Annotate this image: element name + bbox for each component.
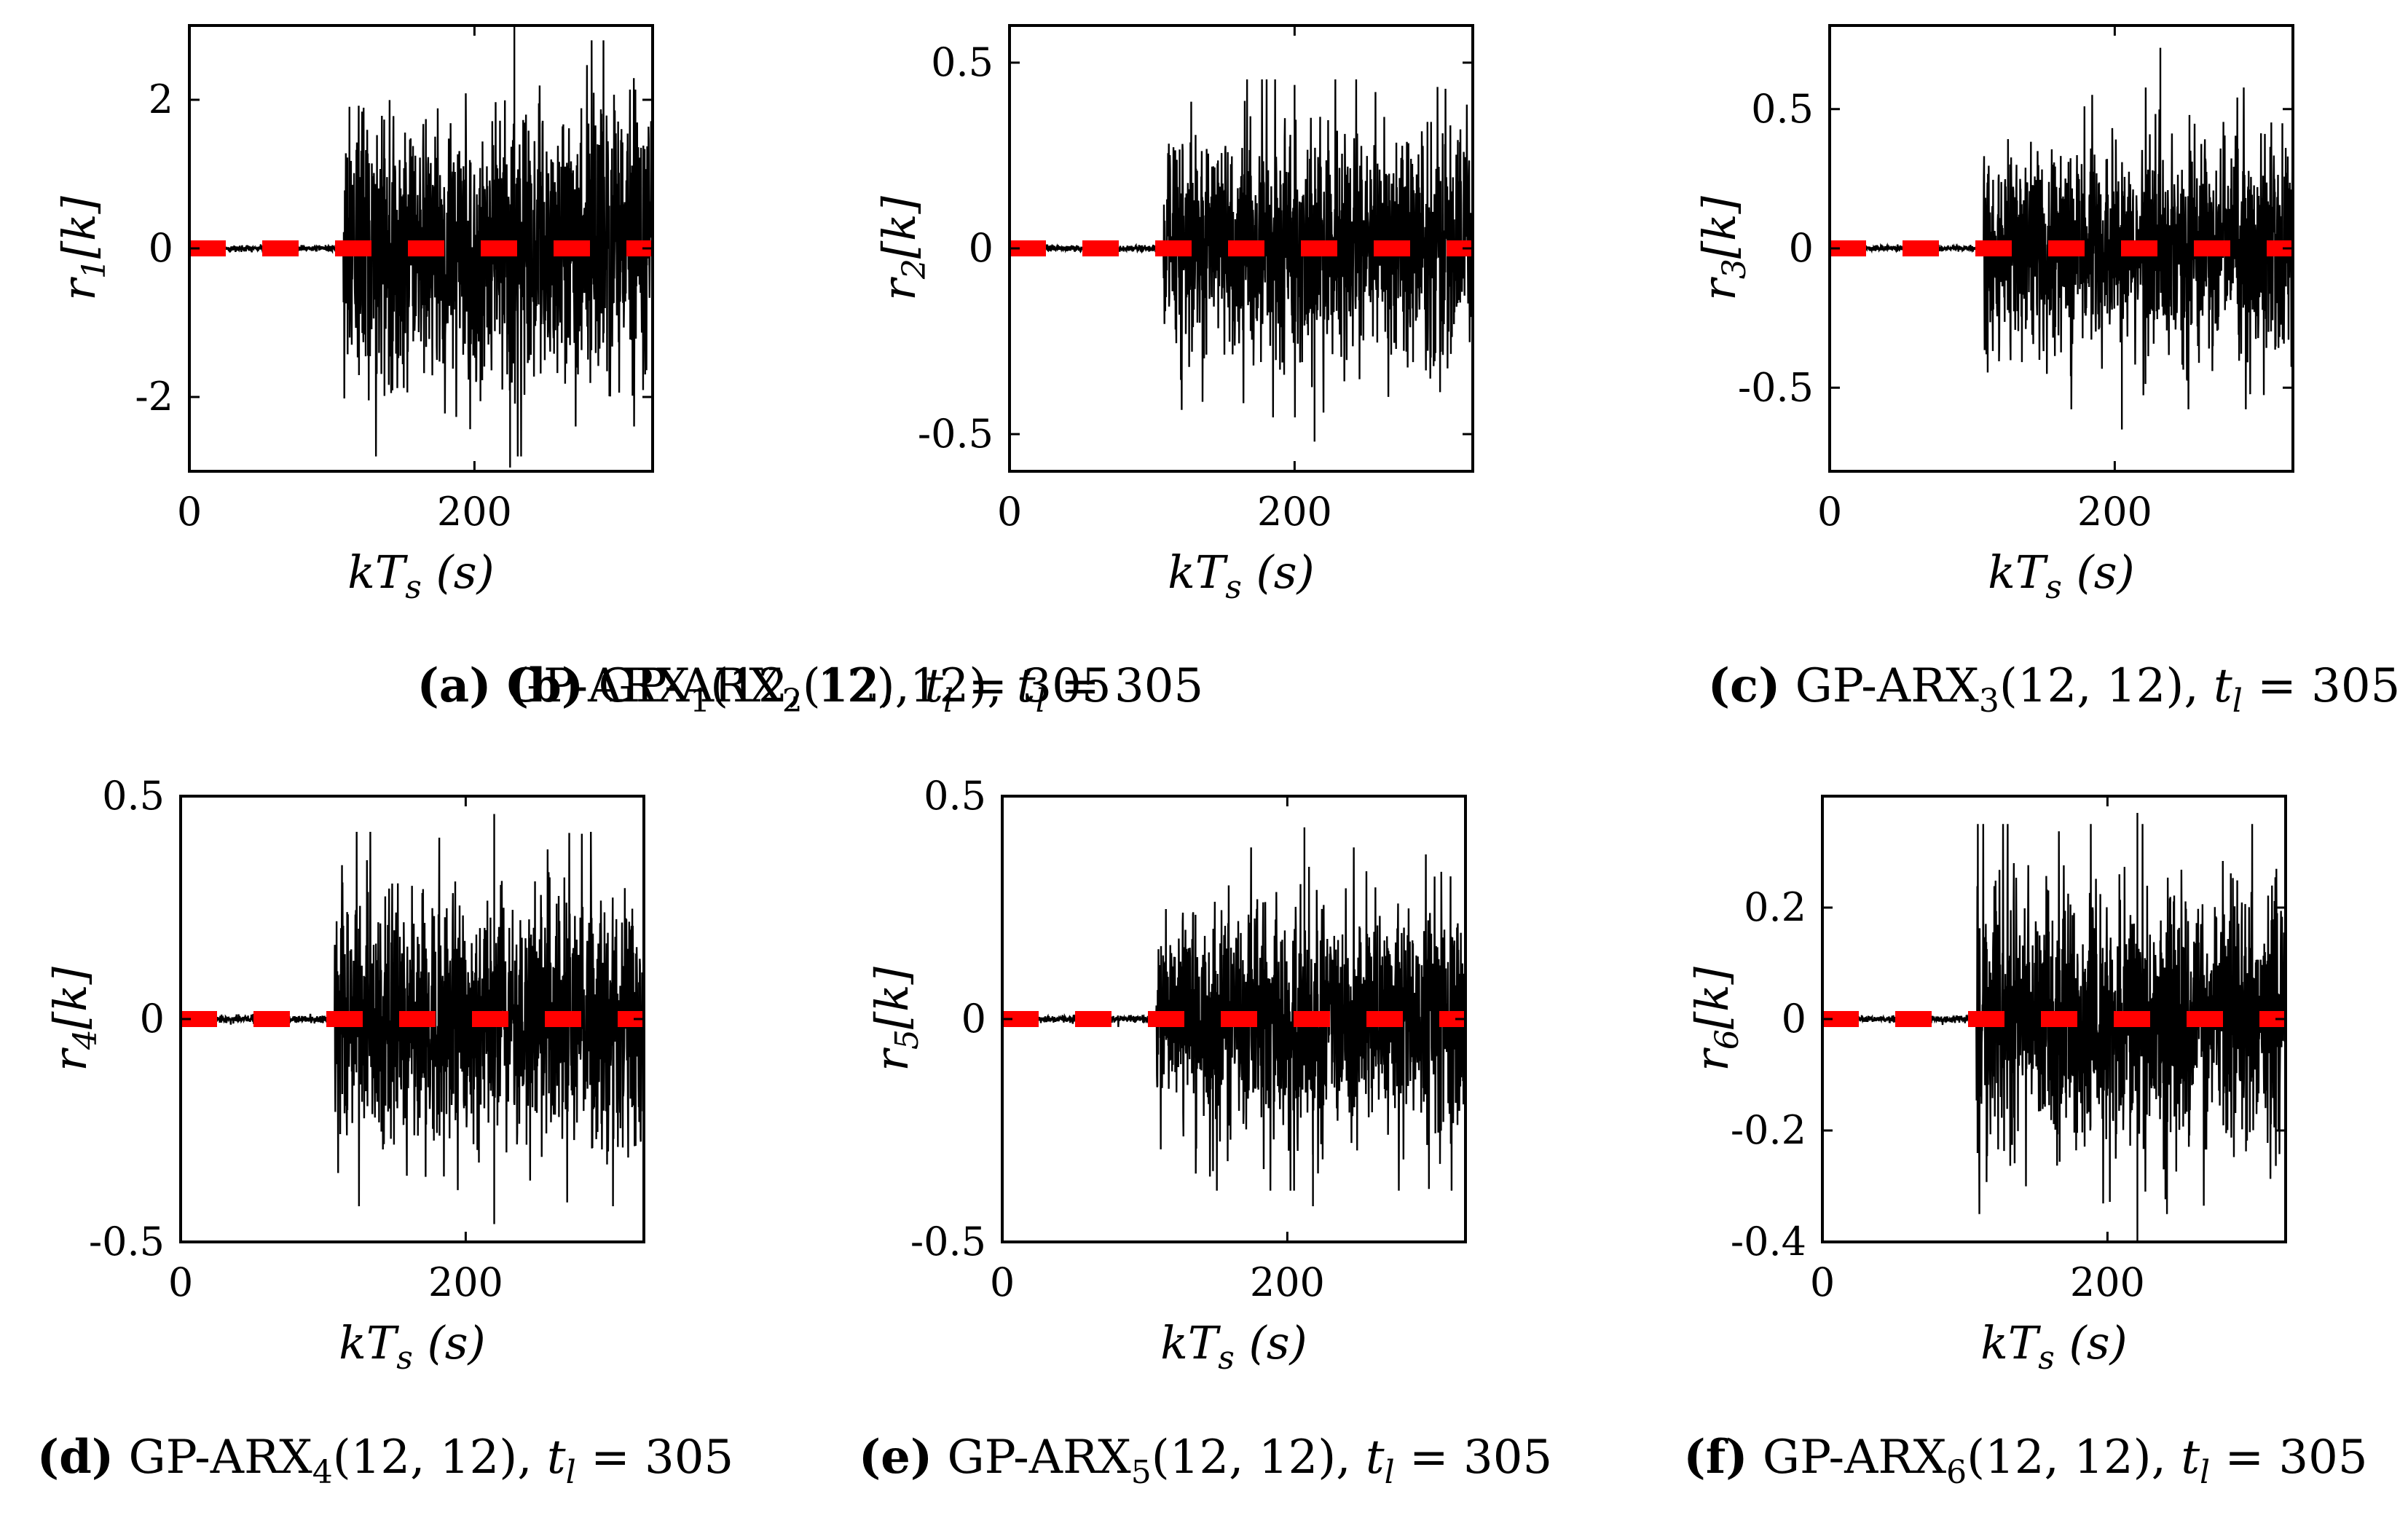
- y-tick-label: -0.4: [1731, 1219, 1806, 1265]
- y-tick-label: 0: [1782, 996, 1806, 1042]
- x-tick-label: 200: [437, 489, 512, 535]
- y-tick-label: 0.2: [1744, 884, 1806, 930]
- y-tick-label: 0.5: [102, 773, 165, 819]
- panel-6: 0 200 -0.4 -0.2 0 0.2 kTs (s) r6[k] (f) GP-ARX6(…: [1683, 795, 2368, 1491]
- residual-series: [1830, 47, 2293, 430]
- y-tick-label: -2: [135, 374, 173, 420]
- x-axis-label: kTs (s): [1988, 546, 2134, 606]
- panel-1: 0 200 -2 0 2 kTs (s) r1[k] (a) GP-ARX1(12, 12),…: [52, 24, 1111, 720]
- y-tick-label: -0.5: [910, 1219, 986, 1265]
- y-tick-label: 0.5: [1751, 86, 1814, 132]
- x-tick-label: 200: [428, 1259, 503, 1305]
- x-axis-label: kTs (s): [1980, 1316, 2127, 1377]
- x-tick-label: 200: [2070, 1259, 2145, 1305]
- y-axis-label: r1[k]: [52, 195, 113, 300]
- residual-series: [1010, 79, 1473, 442]
- x-axis-label: kTs (s): [1168, 546, 1314, 606]
- x-tick-label: 0: [997, 489, 1022, 535]
- y-tick-label: 0: [1789, 225, 1814, 271]
- y-tick-label: 0.5: [924, 773, 986, 819]
- panel-caption: (a) GP-ARX1(12, 12), tl = 305: [417, 658, 1111, 720]
- y-axis-label: r5[k]: [865, 966, 926, 1071]
- y-axis-label: r3[k]: [1693, 195, 1753, 300]
- x-tick-label: 200: [1257, 489, 1332, 535]
- x-tick-label: 200: [2077, 489, 2152, 535]
- y-tick-label: 2: [149, 76, 173, 122]
- x-tick-label: 0: [168, 1259, 193, 1305]
- x-tick-label: 200: [1250, 1259, 1325, 1305]
- y-tick-label: -0.5: [89, 1219, 165, 1265]
- panel-caption: (f) GP-ARX6(12, 12), tl = 305: [1683, 1430, 2367, 1491]
- panel-3: 0 200 -0.5 0 0.5 kTs (s) r3[k] (c) GP-ARX3(12, …: [1693, 24, 2401, 720]
- x-axis-label: kTs (s): [1160, 1316, 1307, 1377]
- panel-caption: (b) GP-ARX2(12, 12), tl = 305: [507, 658, 1203, 720]
- panel-caption: (e) GP-ARX5(12, 12), tl = 305: [859, 1430, 1552, 1491]
- y-tick-label: 0.5: [931, 39, 994, 85]
- y-tick-label: -0.5: [918, 411, 994, 457]
- residual-series: [1822, 812, 2286, 1242]
- y-tick-label: 0: [961, 996, 986, 1042]
- y-axis-label: r6[k]: [1685, 966, 1746, 1071]
- y-tick-label: 0: [149, 225, 173, 271]
- panel-caption: (c) GP-ARX3(12, 12), tl = 305: [1708, 658, 2401, 720]
- y-tick-label: -0.2: [1731, 1107, 1806, 1153]
- y-axis-label: r4[k]: [44, 966, 104, 1071]
- panel-caption: (d) GP-ARX4(12, 12), tl = 305: [37, 1430, 733, 1491]
- x-tick-label: 0: [1810, 1259, 1835, 1305]
- x-tick-label: 0: [1817, 489, 1842, 535]
- x-tick-label: 0: [990, 1259, 1015, 1305]
- y-axis-label: r2[k]: [873, 195, 933, 300]
- y-tick-label: 0: [969, 225, 994, 271]
- x-axis-label: kTs (s): [347, 546, 494, 606]
- y-tick-label: -0.5: [1738, 364, 1814, 410]
- x-axis-label: kTs (s): [339, 1316, 485, 1377]
- y-tick-label: 0: [140, 996, 165, 1042]
- x-tick-label: 0: [177, 489, 202, 535]
